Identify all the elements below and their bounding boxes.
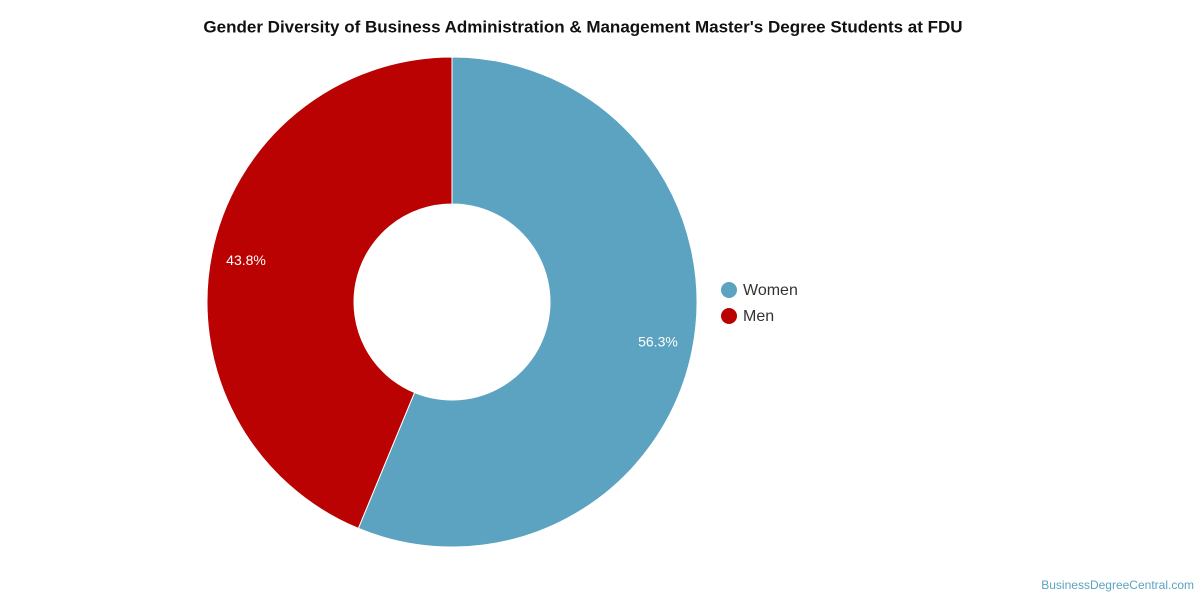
chart-title: Gender Diversity of Business Administrat… xyxy=(203,17,962,36)
donut-slice xyxy=(357,56,698,548)
legend-marker xyxy=(721,282,737,298)
data-label: 43.8% xyxy=(226,252,266,268)
legend-label: Men xyxy=(743,308,774,325)
legend-marker xyxy=(721,308,737,324)
credit: BusinessDegreeCentral.com xyxy=(1041,578,1194,592)
legend-label: Women xyxy=(743,282,798,299)
donut-slice xyxy=(206,56,453,530)
data-label: 56.3% xyxy=(638,334,678,350)
